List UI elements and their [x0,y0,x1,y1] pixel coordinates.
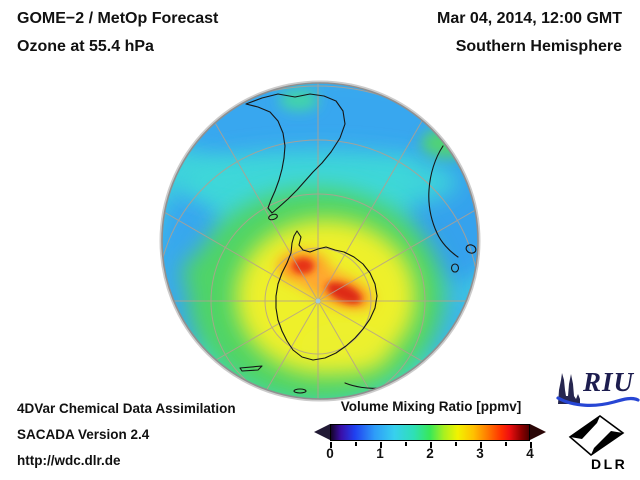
url-label: http://wdc.dlr.de [17,453,121,468]
colorbar-tick-label-3: 3 [476,446,484,461]
coast-tasmania [450,263,460,273]
coast-island-small [293,388,307,394]
coast-south-america [245,93,346,214]
riu-wave-icon [556,396,640,407]
coast-new-zealand [465,244,477,254]
coast-australia [428,145,459,258]
south-pole-marker [315,298,321,304]
colorbar-arrow-right-icon [530,424,546,440]
hemisphere-label: Southern Hemisphere [455,38,622,55]
coast-antarctica [275,230,378,361]
colorbar-arrow-left-icon [314,424,330,440]
page-title-line1: GOME−2 / MetOp Forecast [17,10,219,27]
cathedral-icon [558,373,580,404]
colorbar-tick-major [430,442,432,448]
colorbar-tick-minor [455,442,457,446]
colorbar-tick-minor [405,442,407,446]
colorbar-tick-major [530,442,532,448]
colorbar-tick-label-4: 4 [526,446,534,461]
globe-rim [161,82,479,400]
assimilation-label: 4DVar Chemical Data Assimilation [17,401,236,416]
riu-logo-text: RIU [583,367,635,397]
riu-logo: RIU [556,367,640,412]
colorbar-tick-label-0: 0 [326,446,334,461]
datetime-label: Mar 04, 2014, 12:00 GMT [437,10,622,27]
colorbar-tick-major [480,442,482,448]
page-title-line2: Ozone at 55.4 hPa [17,38,154,55]
globe-rim-halo [159,80,481,402]
version-label: SACADA Version 2.4 [17,427,150,442]
ozone-field [162,83,478,399]
coastlines [239,93,477,394]
colorbar-gradient [330,424,530,441]
colorbar-tick-minor [505,442,507,446]
colorbar-tick-minor [355,442,357,446]
colorbar-tick-label-2: 2 [426,446,434,461]
dlr-logo-text: DLR [591,456,628,472]
colorbar-tick-label-1: 1 [376,446,384,461]
colorbar-tick-major [380,442,382,448]
colorbar-title: Volume Mixing Ratio [ppmv] [340,399,522,414]
coast-tierra-del-fuego [268,213,278,221]
dlr-logo: DLR [562,412,640,478]
dlr-emblem-icon [568,415,625,457]
colorbar-tick-major [330,442,332,448]
graticule [162,83,478,399]
coast-islands-bottom-left [239,365,263,372]
